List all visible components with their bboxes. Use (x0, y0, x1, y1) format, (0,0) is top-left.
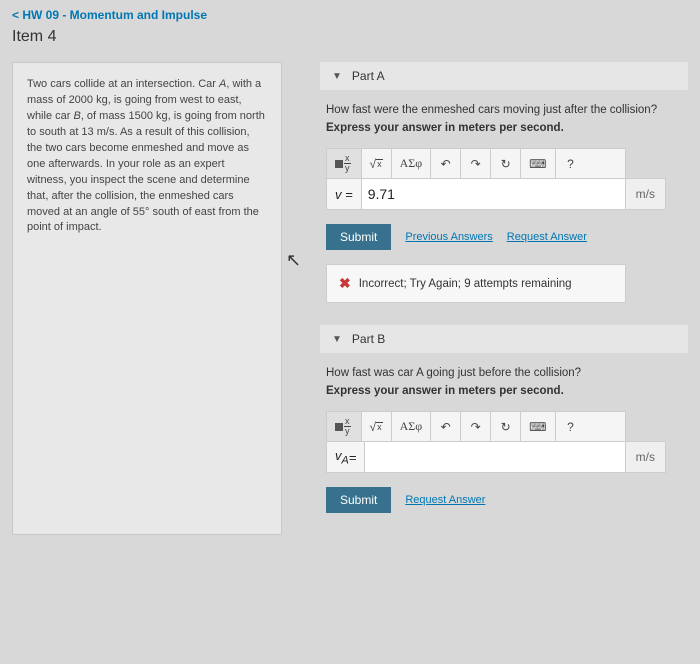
answer-input-b[interactable] (365, 442, 624, 472)
part-b-question: How fast was car A going just before the… (326, 367, 688, 379)
part-b-instruction: Express your answer in meters per second… (326, 385, 688, 397)
var-label-a: v = (327, 179, 362, 209)
var-label-b: vA = (327, 442, 365, 472)
item-title: Item 4 (12, 28, 688, 46)
keyboard-icon[interactable]: ⌨ (521, 412, 555, 441)
part-b: ▼ Part B How fast was car A going just b… (320, 325, 688, 513)
toolbar-a: xy √x ΑΣφ ↶ ↷ ↻ ⌨ ? (326, 148, 626, 178)
previous-answers-link[interactable]: Previous Answers (405, 231, 492, 243)
cursor-icon: ↖ (286, 250, 301, 271)
redo-icon[interactable]: ↷ (461, 149, 491, 178)
request-answer-link-b[interactable]: Request Answer (405, 494, 485, 506)
answer-input-a[interactable] (362, 179, 625, 209)
answer-row-a: v = m/s (326, 178, 666, 210)
template-icon[interactable]: xy (327, 412, 362, 441)
part-a-header[interactable]: ▼ Part A (320, 62, 688, 90)
toolbar-b: xy √x ΑΣφ ↶ ↷ ↻ ⌨ ? (326, 411, 626, 441)
collapse-icon: ▼ (332, 71, 342, 82)
sqrt-icon[interactable]: √x (362, 149, 392, 178)
incorrect-icon: ✖ (339, 275, 351, 292)
reset-icon[interactable]: ↻ (491, 412, 521, 441)
template-icon[interactable]: xy (327, 149, 362, 178)
undo-icon[interactable]: ↶ (431, 149, 461, 178)
submit-button-a[interactable]: Submit (326, 224, 391, 250)
greek-icon[interactable]: ΑΣφ (392, 412, 432, 441)
breadcrumb[interactable]: < HW 09 - Momentum and Impulse (12, 8, 688, 22)
problem-statement: Two cars collide at an intersection. Car… (12, 62, 282, 535)
unit-a: m/s (625, 179, 665, 209)
request-answer-link-a[interactable]: Request Answer (507, 231, 587, 243)
keyboard-icon[interactable]: ⌨ (521, 149, 555, 178)
part-a-instruction: Express your answer in meters per second… (326, 122, 688, 134)
answer-row-b: vA = m/s (326, 441, 666, 473)
greek-icon[interactable]: ΑΣφ (392, 149, 432, 178)
sqrt-icon[interactable]: √x (362, 412, 392, 441)
part-b-header[interactable]: ▼ Part B (320, 325, 688, 353)
part-b-title: Part B (352, 332, 385, 346)
part-a-title: Part A (352, 69, 385, 83)
help-icon[interactable]: ? (556, 149, 586, 178)
feedback-a: ✖ Incorrect; Try Again; 9 attempts remai… (326, 264, 626, 303)
collapse-icon: ▼ (332, 334, 342, 345)
redo-icon[interactable]: ↷ (461, 412, 491, 441)
reset-icon[interactable]: ↻ (491, 149, 521, 178)
part-a: ▼ Part A How fast were the enmeshed cars… (320, 62, 688, 303)
submit-button-b[interactable]: Submit (326, 487, 391, 513)
help-icon[interactable]: ? (556, 412, 586, 441)
unit-b: m/s (625, 442, 665, 472)
undo-icon[interactable]: ↶ (431, 412, 461, 441)
feedback-text: Incorrect; Try Again; 9 attempts remaini… (359, 278, 572, 290)
part-a-question: How fast were the enmeshed cars moving j… (326, 104, 688, 116)
